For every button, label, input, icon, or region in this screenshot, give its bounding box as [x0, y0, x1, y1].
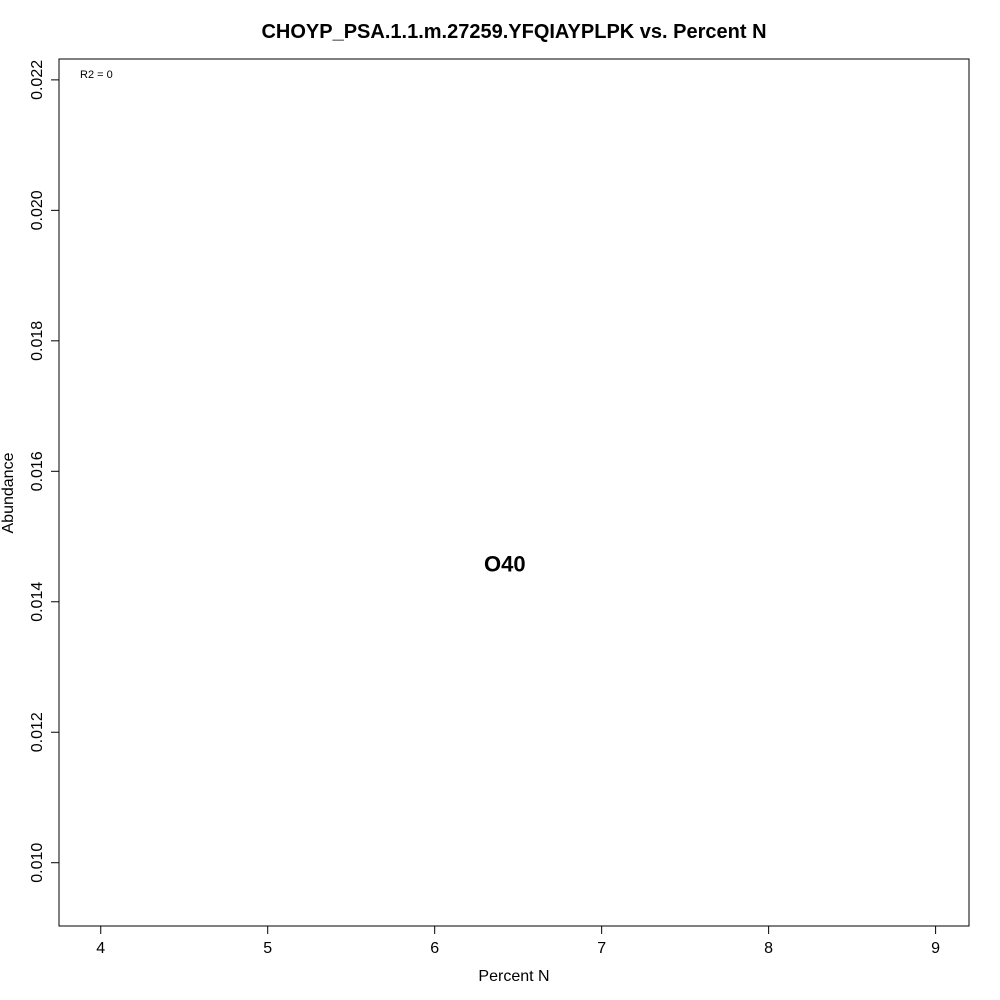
y-tick-label: 0.016: [29, 451, 46, 491]
x-axis: 4 5 6 7 8 9: [96, 925, 940, 957]
x-axis-title: Percent N: [478, 968, 549, 985]
y-axis: 0.010 0.012 0.014 0.016 0.018 0.020 0.022: [29, 60, 60, 883]
x-tick-label: 9: [931, 940, 940, 957]
data-points: O40: [484, 552, 526, 577]
x-tick-label: 5: [263, 940, 272, 957]
y-tick-label: 0.022: [29, 60, 46, 100]
x-tick-label: 8: [764, 940, 773, 957]
x-tick-label: 4: [96, 940, 105, 957]
y-tick-label: 0.012: [29, 712, 46, 752]
y-tick-label: 0.018: [29, 321, 46, 361]
x-tick-label: 6: [430, 940, 439, 957]
y-axis-title: Abundance: [0, 452, 17, 533]
data-point-label: O40: [484, 552, 526, 577]
plot-area-frame: [58, 58, 970, 927]
chart-title: CHOYP_PSA.1.1.m.27259.YFQIAYPLPK vs. Per…: [261, 21, 766, 43]
r2-annotation: R2 = 0: [80, 69, 113, 81]
x-tick-label: 7: [597, 940, 606, 957]
y-tick-label: 0.014: [29, 582, 46, 622]
y-tick-label: 0.010: [29, 843, 46, 883]
y-tick-label: 0.020: [29, 190, 46, 230]
